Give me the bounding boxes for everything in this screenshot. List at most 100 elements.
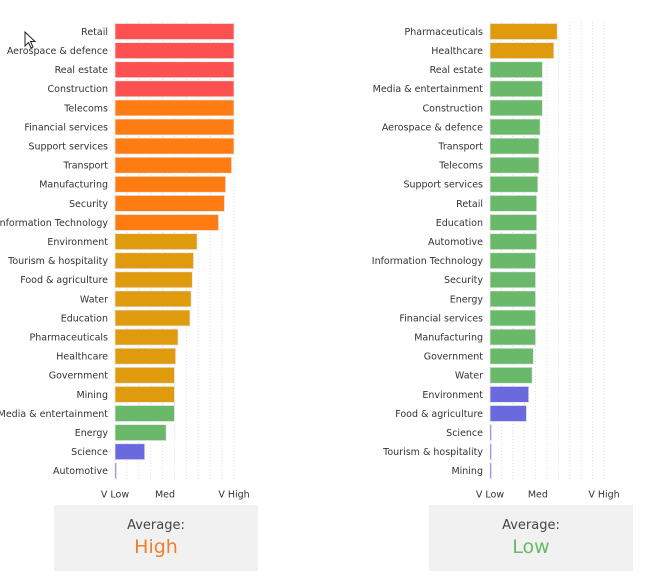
bar: [489, 385, 530, 403]
category-label: Tourism & hospitality: [7, 256, 108, 267]
category-label: Aerospace & defence: [7, 46, 108, 57]
bar: [114, 214, 219, 231]
bar: [114, 309, 191, 327]
category-label: Energy: [75, 428, 109, 439]
category-label: Mining: [76, 390, 108, 401]
bar: [114, 175, 227, 193]
bar: [114, 61, 235, 79]
category-label: Retail: [456, 199, 483, 210]
category-label: Security: [69, 199, 108, 210]
bar: [489, 137, 540, 155]
tick-label: V Low: [476, 490, 504, 501]
bar: [489, 290, 536, 308]
category-label: Construction: [48, 84, 109, 95]
category-label: Financial services: [399, 313, 483, 324]
category-label: Retail: [81, 27, 108, 38]
category-label: Telecoms: [438, 161, 483, 172]
bar: [489, 309, 536, 327]
category-label: Healthcare: [56, 352, 108, 363]
category-label: Government: [424, 352, 484, 363]
category-label: Manufacturing: [414, 332, 483, 343]
bar: [489, 23, 558, 40]
average-label: Average:: [502, 518, 560, 533]
category-label: Real estate: [55, 65, 109, 76]
bar: [489, 347, 534, 365]
category-label: Pharmaceuticals: [30, 332, 109, 343]
tick-label: V High: [218, 490, 249, 501]
average-value: High: [134, 536, 178, 558]
bar: [489, 194, 538, 212]
bar: [114, 233, 198, 251]
category-label: Tourism & hospitality: [382, 447, 483, 458]
category-label: Security: [444, 275, 483, 286]
category-label: Real estate: [430, 65, 484, 76]
bar: [114, 366, 175, 384]
average-value: Low: [512, 536, 550, 558]
bar: [489, 80, 543, 98]
category-label: Environment: [422, 390, 483, 401]
category-label: Media & entertainment: [0, 409, 108, 420]
category-label: Transport: [62, 161, 108, 172]
bar: [114, 118, 235, 136]
category-label: Financial services: [24, 122, 108, 133]
bar: [114, 424, 167, 442]
bar: [114, 99, 235, 117]
bar: [114, 443, 146, 461]
category-label: Pharmaceuticals: [405, 27, 484, 38]
tick-label: Med: [155, 490, 175, 501]
bar: [114, 252, 194, 270]
tick-label: V Low: [101, 490, 129, 501]
bar: [114, 385, 175, 403]
bar: [114, 462, 117, 480]
bar: [114, 137, 235, 155]
category-label: Food & agriculture: [395, 409, 483, 420]
category-label: Construction: [423, 103, 484, 114]
category-label: Energy: [450, 294, 484, 305]
tick-label: V High: [588, 490, 619, 501]
category-label: Support services: [28, 141, 108, 152]
category-label: Automotive: [428, 237, 483, 248]
average-box-left: Average: High: [54, 505, 258, 571]
category-label: Telecoms: [63, 103, 108, 114]
bar: [489, 175, 539, 193]
bar: [489, 252, 536, 270]
bar: [114, 42, 235, 59]
category-label: Government: [49, 371, 109, 382]
chart-right: Pharmaceuticals Healthcare Real estate Medi…: [372, 22, 620, 501]
bar: [489, 214, 538, 231]
category-label: Education: [61, 313, 108, 324]
average-box-right: Average: Low: [429, 505, 633, 571]
bar: [114, 156, 233, 174]
bar: [114, 290, 192, 308]
category-label: Water: [455, 371, 483, 382]
category-label: Food & agriculture: [20, 275, 108, 286]
bar: [489, 233, 538, 251]
bar: [114, 80, 235, 98]
bar: [489, 156, 540, 174]
category-label: Information Technology: [0, 218, 108, 229]
bar: [114, 23, 235, 40]
category-label: Transport: [437, 141, 483, 152]
category-label: Media & entertainment: [373, 84, 484, 95]
category-label: Information Technology: [372, 256, 484, 267]
bar: [114, 405, 175, 422]
bar: [489, 271, 536, 289]
bar: [489, 462, 492, 480]
category-label: Science: [446, 428, 483, 439]
bar: [114, 328, 179, 346]
bar: [489, 99, 543, 117]
mouse-pointer-icon: [24, 31, 37, 49]
chart-left: Retail Aerospace & defence Real estate Cons…: [0, 22, 250, 501]
bar: [489, 443, 492, 461]
bar: [114, 347, 177, 365]
bar: [114, 194, 225, 212]
category-label: Aerospace & defence: [382, 122, 483, 133]
average-label: Average:: [127, 518, 185, 533]
bar: [489, 61, 543, 79]
bar: [489, 366, 533, 384]
category-label: Mining: [451, 466, 483, 477]
category-label: Science: [71, 447, 108, 458]
bar: [489, 42, 555, 59]
category-label: Environment: [47, 237, 108, 248]
